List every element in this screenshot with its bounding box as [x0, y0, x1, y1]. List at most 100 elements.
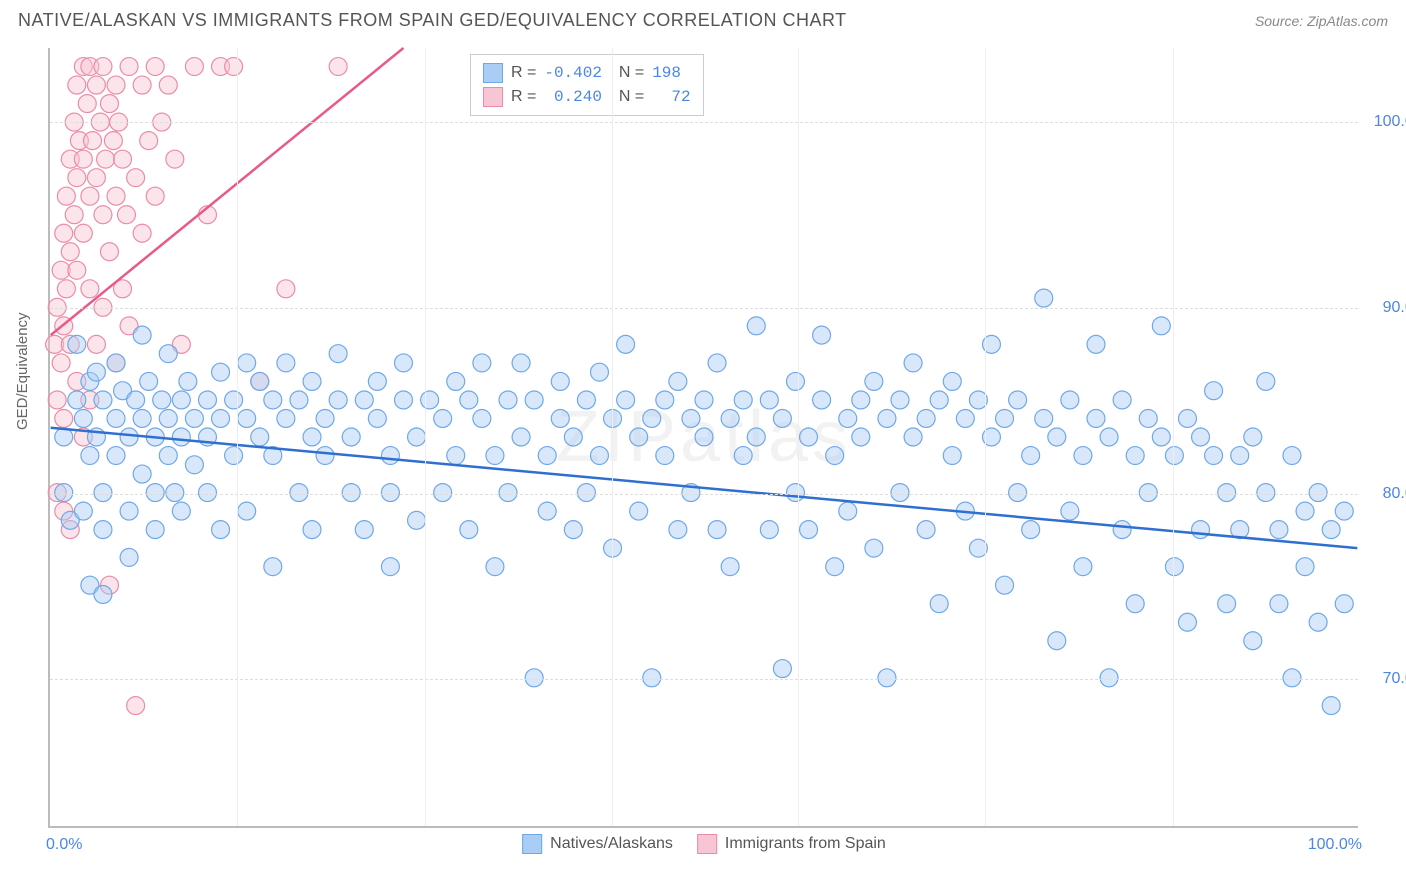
plot-area: ZIPatlas R = -0.402 N = 198 R = 0.240 N … — [48, 48, 1358, 828]
scatter-point — [1283, 669, 1301, 687]
scatter-point — [551, 372, 569, 390]
scatter-point — [342, 484, 360, 502]
stats-legend: R = -0.402 N = 198 R = 0.240 N = 72 — [470, 54, 704, 116]
scatter-point — [316, 447, 334, 465]
scatter-point — [394, 354, 412, 372]
scatter-point — [55, 224, 73, 242]
gridline-v — [612, 48, 613, 826]
scatter-point — [577, 484, 595, 502]
scatter-point — [1048, 632, 1066, 650]
scatter-point — [473, 354, 491, 372]
scatter-point — [551, 409, 569, 427]
scatter-point — [264, 558, 282, 576]
scatter-point — [447, 447, 465, 465]
scatter-point — [1035, 289, 1053, 307]
stats-row-blue: R = -0.402 N = 198 — [483, 61, 691, 85]
r-label: R = — [511, 85, 536, 109]
scatter-point — [55, 484, 73, 502]
scatter-point — [930, 391, 948, 409]
scatter-point — [486, 447, 504, 465]
scatter-point — [120, 58, 138, 76]
scatter-point — [74, 502, 92, 520]
scatter-point — [1322, 521, 1340, 539]
scatter-point — [1152, 317, 1170, 335]
scatter-point — [87, 76, 105, 94]
scatter-point — [185, 58, 203, 76]
scatter-point — [695, 428, 713, 446]
scatter-point — [1100, 428, 1118, 446]
scatter-point — [473, 409, 491, 427]
y-tick-label: 90.0% — [1368, 299, 1406, 317]
scatter-point — [146, 521, 164, 539]
scatter-point — [57, 187, 75, 205]
scatter-point — [368, 372, 386, 390]
scatter-point — [87, 363, 105, 381]
scatter-point — [127, 697, 145, 715]
scatter-point — [1126, 447, 1144, 465]
scatter-point — [891, 484, 909, 502]
scatter-point — [1048, 428, 1066, 446]
n-label: N = — [610, 85, 644, 109]
scatter-point — [1192, 428, 1210, 446]
scatter-point — [303, 428, 321, 446]
scatter-point — [57, 280, 75, 298]
scatter-point — [590, 363, 608, 381]
scatter-point — [133, 76, 151, 94]
scatter-point — [525, 669, 543, 687]
gridline-v — [798, 48, 799, 826]
scatter-point — [917, 409, 935, 427]
scatter-point — [172, 502, 190, 520]
scatter-point — [447, 372, 465, 390]
scatter-point — [1100, 669, 1118, 687]
swatch-blue — [483, 63, 503, 83]
scatter-point — [264, 391, 282, 409]
scatter-point — [421, 391, 439, 409]
scatter-point — [140, 132, 158, 150]
scatter-point — [943, 447, 961, 465]
scatter-point — [212, 409, 230, 427]
scatter-point — [81, 447, 99, 465]
scatter-point — [84, 132, 102, 150]
scatter-point — [721, 558, 739, 576]
scatter-point — [329, 58, 347, 76]
scatter-point — [773, 409, 791, 427]
scatter-point — [564, 521, 582, 539]
scatter-point — [120, 428, 138, 446]
scatter-point — [225, 447, 243, 465]
scatter-point — [97, 150, 115, 168]
scatter-point — [460, 391, 478, 409]
scatter-point — [159, 76, 177, 94]
scatter-point — [760, 521, 778, 539]
y-axis-label: GED/Equivalency — [14, 312, 31, 430]
scatter-point — [185, 456, 203, 474]
scatter-point — [826, 558, 844, 576]
scatter-point — [1178, 613, 1196, 631]
chart-source: Source: ZipAtlas.com — [1255, 13, 1388, 29]
scatter-point — [65, 206, 83, 224]
scatter-point — [1270, 521, 1288, 539]
scatter-point — [1244, 632, 1262, 650]
scatter-point — [904, 354, 922, 372]
scatter-point — [734, 447, 752, 465]
scatter-point — [408, 511, 426, 529]
gridline-v — [237, 48, 238, 826]
n-label: N = — [610, 61, 644, 85]
r-value-pink: 0.240 — [544, 85, 602, 109]
scatter-point — [1296, 502, 1314, 520]
scatter-point — [1309, 484, 1327, 502]
series-legend: Natives/Alaskans Immigrants from Spain — [522, 834, 886, 854]
scatter-point — [512, 428, 530, 446]
scatter-point — [277, 280, 295, 298]
scatter-point — [198, 484, 216, 502]
y-tick-label: 70.0% — [1368, 670, 1406, 688]
scatter-point — [78, 95, 96, 113]
chart-title: NATIVE/ALASKAN VS IMMIGRANTS FROM SPAIN … — [18, 10, 847, 31]
gridline-h — [50, 122, 1358, 123]
scatter-point — [303, 521, 321, 539]
scatter-point — [1309, 613, 1327, 631]
scatter-point — [381, 484, 399, 502]
scatter-point — [381, 558, 399, 576]
scatter-point — [166, 484, 184, 502]
scatter-point — [1205, 447, 1223, 465]
scatter-point — [101, 243, 119, 261]
